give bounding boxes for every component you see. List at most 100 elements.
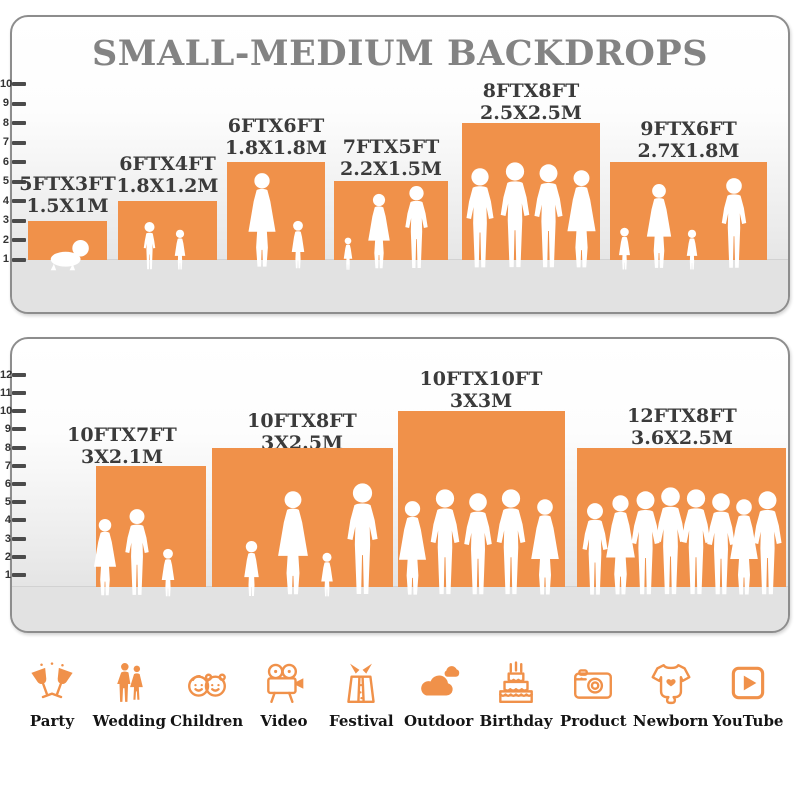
y-tick (12, 518, 26, 523)
photo-camera-icon (570, 656, 616, 706)
category-label: Birthday (479, 712, 553, 730)
y-tick (12, 179, 26, 184)
medium-large-panel: 10FTX7FT 3X2.1M 10FTX8FT 3X2.5M 10FTX10FT 3… (10, 337, 790, 633)
category-label: Outdoor (403, 712, 474, 730)
category-children: Children (170, 656, 244, 730)
silhouette-family-walking (244, 483, 378, 597)
y-tick-label: 10 (0, 78, 13, 90)
silhouette-four-adults (466, 162, 596, 268)
backdrop-bar-12x8 (577, 448, 786, 595)
y-tick-label: 6 (4, 478, 11, 490)
bar-label: 7FTX5FT 2.2X1.5M (340, 136, 442, 180)
silhouette-boy-and-girl (143, 222, 186, 270)
y-tick-label: 4 (2, 195, 9, 207)
y-tick-label: 6 (2, 156, 9, 168)
silhouette-mother-and-child (248, 173, 305, 269)
y-tick (12, 445, 26, 450)
y-tick-label: 7 (4, 460, 11, 472)
category-label: Newborn (632, 712, 709, 730)
y-tick-label: 3 (4, 533, 11, 545)
bar-label: 9FTX6FT 2.7X1.8M (637, 118, 740, 162)
y-tick (12, 82, 26, 86)
page-title: SMALL-MEDIUM BACKDROPS (91, 33, 709, 74)
category-birthday: Birthday (479, 656, 553, 730)
y-tick (12, 218, 26, 223)
y-tick-label: 9 (4, 423, 11, 435)
category-label: Festival (329, 712, 394, 730)
y-tick-label: 9 (2, 97, 9, 109)
y-tick-label: 8 (4, 442, 11, 454)
movie-camera-icon (261, 656, 307, 706)
tiered-cake-icon (493, 656, 539, 706)
bar-label: 5FTX3FT 1.5X1M (19, 173, 116, 217)
bar-label: 6FTX6FT 1.8X1.8M (225, 115, 327, 159)
y-tick (12, 140, 26, 145)
y-tick-label: 8 (2, 117, 9, 129)
y-tick-label: 12 (0, 369, 13, 381)
baby-onesie-icon (648, 656, 694, 706)
category-label: Product (559, 712, 627, 730)
y-tick (12, 500, 26, 505)
bar-label: 10FTX10FT 3X3M (419, 368, 543, 412)
y-tick-label: 1 (4, 569, 11, 581)
y-tick (12, 257, 26, 262)
champagne-glasses-icon (29, 656, 75, 706)
backdrop-bar-10x10 (398, 411, 565, 595)
bar-label: 10FTX7FT 3X2.1M (67, 424, 177, 468)
y-tick (12, 427, 26, 432)
y-tick (12, 199, 26, 203)
y-tick (12, 121, 26, 125)
y-tick (12, 372, 26, 377)
y-tick-label: 1 (2, 253, 9, 265)
category-youtube: YouTube (712, 656, 784, 730)
y-tick-label: 10 (0, 405, 13, 417)
category-newborn: Newborn (633, 656, 708, 730)
bar-label: 12FTX8FT 3.6X2.5M (627, 405, 737, 449)
y-tick-label: 4 (4, 514, 11, 526)
category-row: Party Wedding Children (18, 656, 784, 730)
silhouette-family-of-four (619, 178, 747, 270)
backdrop-bar-6x6 (227, 162, 325, 269)
y-tick (12, 391, 26, 395)
y-tick (12, 101, 26, 106)
play-button-icon (725, 656, 771, 706)
category-outdoor: Outdoor (403, 656, 474, 730)
backdrop-bar-8x8 (462, 123, 600, 268)
clouds-icon (416, 656, 462, 706)
y-tick (12, 573, 26, 577)
silhouette-crawling-baby (50, 239, 89, 271)
kids-faces-icon (184, 656, 230, 706)
y-tick-label: 7 (2, 136, 9, 148)
y-tick (12, 463, 26, 468)
category-party: Party (18, 656, 86, 730)
backdrop-bar-7x5 (334, 181, 448, 270)
backdrop-bar-10x7 (93, 466, 206, 597)
backdrop-bar-6x4 (118, 201, 217, 270)
small-medium-panel: SMALL-MEDIUM BACKDROPS 5FTX3FT 1.5X1M 6FT… (10, 15, 790, 314)
bar-label: 6FTX4FT 1.8X1.2M (116, 153, 219, 197)
y-tick (12, 482, 26, 486)
category-label: Video (260, 712, 308, 730)
category-label: YouTube (712, 712, 784, 730)
silhouette-five-adults (398, 489, 559, 595)
category-label: Party (29, 712, 75, 730)
y-tick-label: 3 (2, 214, 9, 226)
silhouette-couple-with-girl (93, 509, 175, 597)
y-tick (12, 160, 26, 164)
y-tick (12, 554, 26, 559)
gift-box-icon (338, 656, 384, 706)
category-video: Video (250, 656, 318, 730)
y-tick-label: 2 (2, 234, 9, 246)
bar-label: 8FTX8FT 2.5X2.5M (480, 80, 582, 124)
category-product: Product (559, 656, 627, 730)
silhouette-toddler-woman-man (343, 186, 428, 270)
backdrop-bar-10x8 (212, 448, 393, 597)
category-festival: Festival (327, 656, 395, 730)
backdrop-bar-9x6 (610, 162, 767, 270)
y-tick-label: 5 (2, 175, 9, 187)
y-tick-label: 11 (0, 387, 12, 399)
category-label: Children (170, 712, 244, 730)
backdrop-bar-5x3 (28, 221, 107, 271)
y-tick (12, 536, 26, 541)
